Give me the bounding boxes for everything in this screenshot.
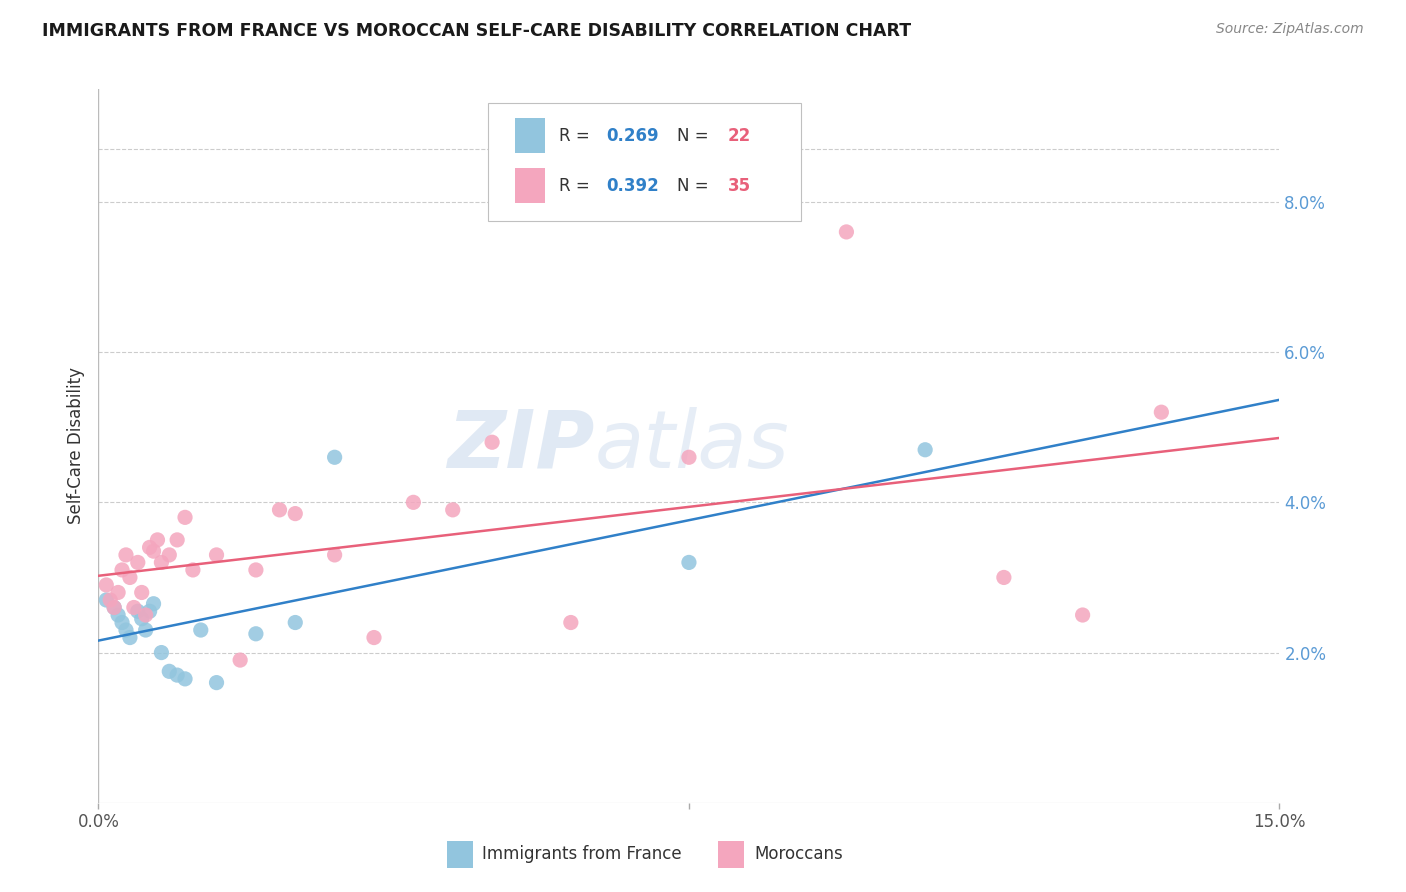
Point <box>146 533 169 547</box>
Point <box>205 548 228 562</box>
Point <box>402 495 425 509</box>
Point <box>835 225 858 239</box>
Point <box>205 675 228 690</box>
Point <box>166 533 188 547</box>
Point <box>1071 607 1094 622</box>
Text: atlas: atlas <box>595 407 789 485</box>
Point <box>245 627 267 641</box>
FancyBboxPatch shape <box>516 169 546 202</box>
Point <box>138 604 160 618</box>
Point <box>107 585 129 599</box>
Text: Moroccans: Moroccans <box>754 846 842 863</box>
Point <box>118 631 141 645</box>
Text: 0.269: 0.269 <box>606 127 659 145</box>
Point <box>98 593 121 607</box>
Point <box>107 607 129 622</box>
Point <box>363 631 385 645</box>
Point <box>150 556 173 570</box>
Point <box>96 578 118 592</box>
Point <box>1150 405 1173 419</box>
Text: Immigrants from France: Immigrants from France <box>482 846 682 863</box>
Point <box>135 607 157 622</box>
Text: 0.392: 0.392 <box>606 177 659 194</box>
Point <box>481 435 503 450</box>
Point <box>115 623 138 637</box>
Point <box>269 503 291 517</box>
Point <box>111 615 134 630</box>
Point <box>181 563 204 577</box>
Text: 35: 35 <box>728 177 751 194</box>
FancyBboxPatch shape <box>718 841 744 869</box>
Text: N =: N = <box>678 177 714 194</box>
Point <box>127 604 149 618</box>
Point <box>111 563 134 577</box>
Point <box>127 556 149 570</box>
Point <box>190 623 212 637</box>
Point <box>142 597 165 611</box>
Point <box>229 653 252 667</box>
Point <box>115 548 138 562</box>
Point <box>131 612 153 626</box>
Point <box>157 548 180 562</box>
Point <box>678 450 700 465</box>
Point <box>284 507 307 521</box>
Point <box>138 541 160 555</box>
FancyBboxPatch shape <box>488 103 801 221</box>
Point <box>678 556 700 570</box>
Text: R =: R = <box>560 177 595 194</box>
Point <box>118 570 141 584</box>
Point <box>103 600 125 615</box>
Text: N =: N = <box>678 127 714 145</box>
Text: IMMIGRANTS FROM FRANCE VS MOROCCAN SELF-CARE DISABILITY CORRELATION CHART: IMMIGRANTS FROM FRANCE VS MOROCCAN SELF-… <box>42 22 911 40</box>
Point <box>174 672 197 686</box>
Point <box>914 442 936 457</box>
Point <box>96 593 118 607</box>
Point <box>131 585 153 599</box>
Point <box>103 600 125 615</box>
Point <box>135 623 157 637</box>
Text: Source: ZipAtlas.com: Source: ZipAtlas.com <box>1216 22 1364 37</box>
Point <box>174 510 197 524</box>
FancyBboxPatch shape <box>447 841 472 869</box>
Point <box>150 646 173 660</box>
Point <box>441 503 464 517</box>
Point <box>560 615 582 630</box>
Point <box>166 668 188 682</box>
Text: ZIP: ZIP <box>447 407 595 485</box>
Point <box>323 450 346 465</box>
FancyBboxPatch shape <box>516 119 546 153</box>
Text: 22: 22 <box>728 127 751 145</box>
Point <box>245 563 267 577</box>
Point <box>323 548 346 562</box>
Y-axis label: Self-Care Disability: Self-Care Disability <box>66 368 84 524</box>
Point <box>993 570 1015 584</box>
Point <box>157 665 180 679</box>
Point <box>122 600 145 615</box>
Point <box>142 544 165 558</box>
Text: R =: R = <box>560 127 595 145</box>
Point <box>284 615 307 630</box>
